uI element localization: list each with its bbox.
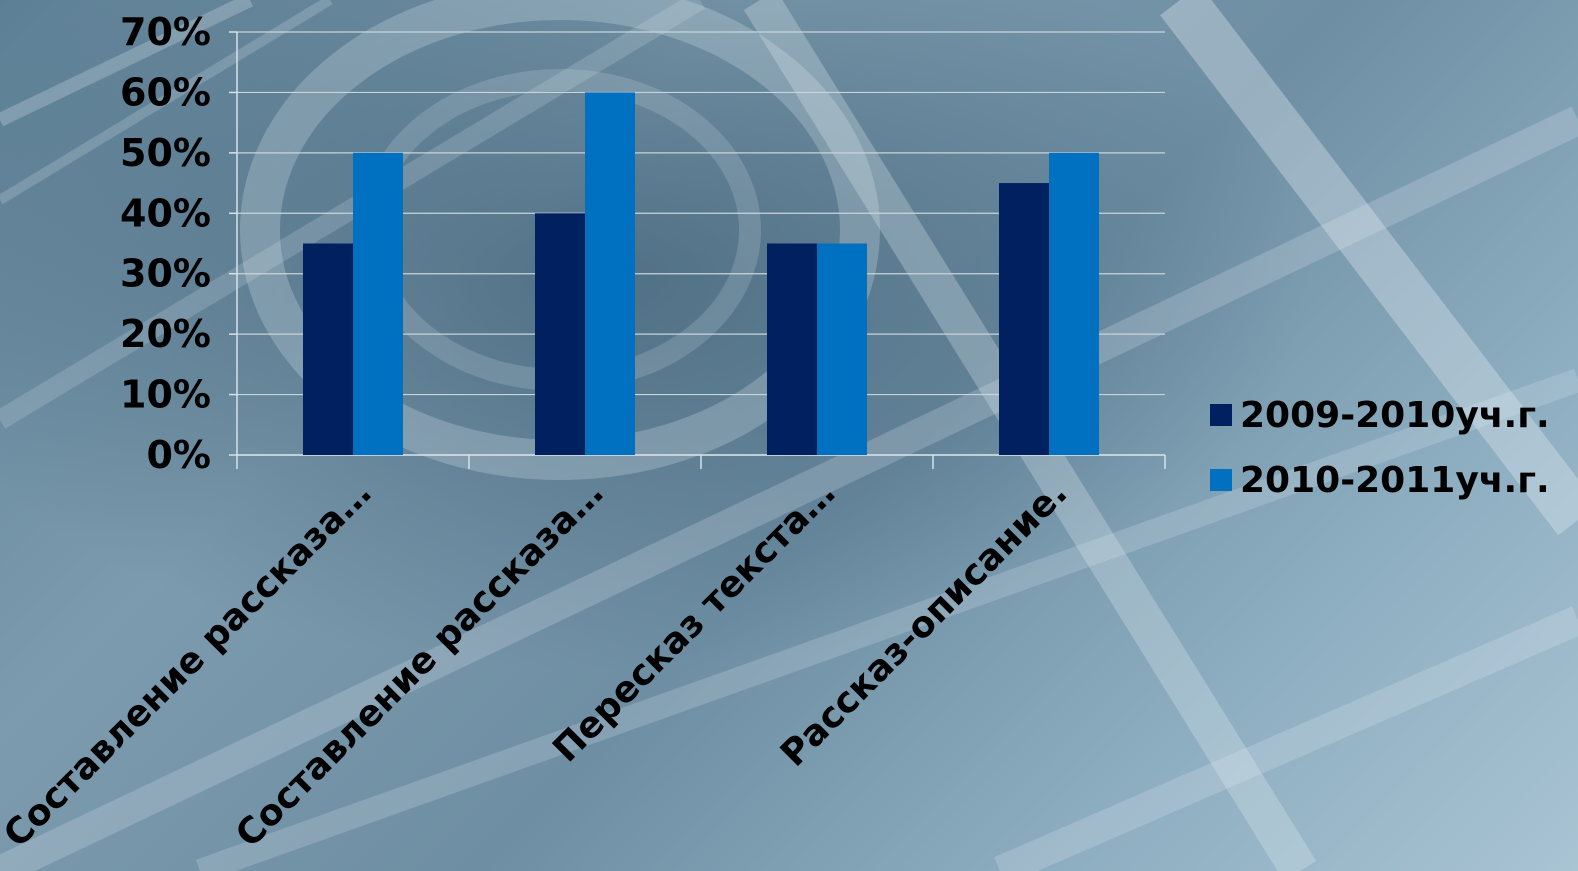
bar-2-3: [817, 243, 867, 455]
y-tick-label: 20%: [120, 312, 211, 356]
category-label: Составление рассказа…: [0, 472, 379, 855]
legend-swatch-2: [1210, 469, 1232, 491]
y-tick-label: 60%: [120, 70, 211, 114]
bar-1-3: [767, 243, 817, 455]
bar-2-4: [1049, 152, 1099, 455]
y-tick-label: 30%: [120, 252, 211, 296]
y-tick-label: 10%: [120, 373, 211, 417]
y-tick-label: 50%: [120, 131, 211, 175]
y-tick-label: 70%: [120, 10, 211, 54]
legend-swatch-1: [1210, 404, 1232, 426]
bar-2-1: [353, 152, 403, 455]
legend-label-1: 2009-2010уч.г.: [1240, 395, 1550, 436]
bar-1-2: [535, 213, 585, 455]
y-tick-label: 0%: [146, 433, 211, 477]
bar-1-1: [303, 243, 353, 455]
bar-2-2: [585, 92, 635, 455]
bar-1-4: [999, 183, 1049, 456]
category-label: Составление рассказа…: [228, 472, 611, 855]
y-tick-label: 40%: [120, 191, 211, 235]
legend-label-2: 2010-2011уч.г.: [1240, 460, 1550, 501]
